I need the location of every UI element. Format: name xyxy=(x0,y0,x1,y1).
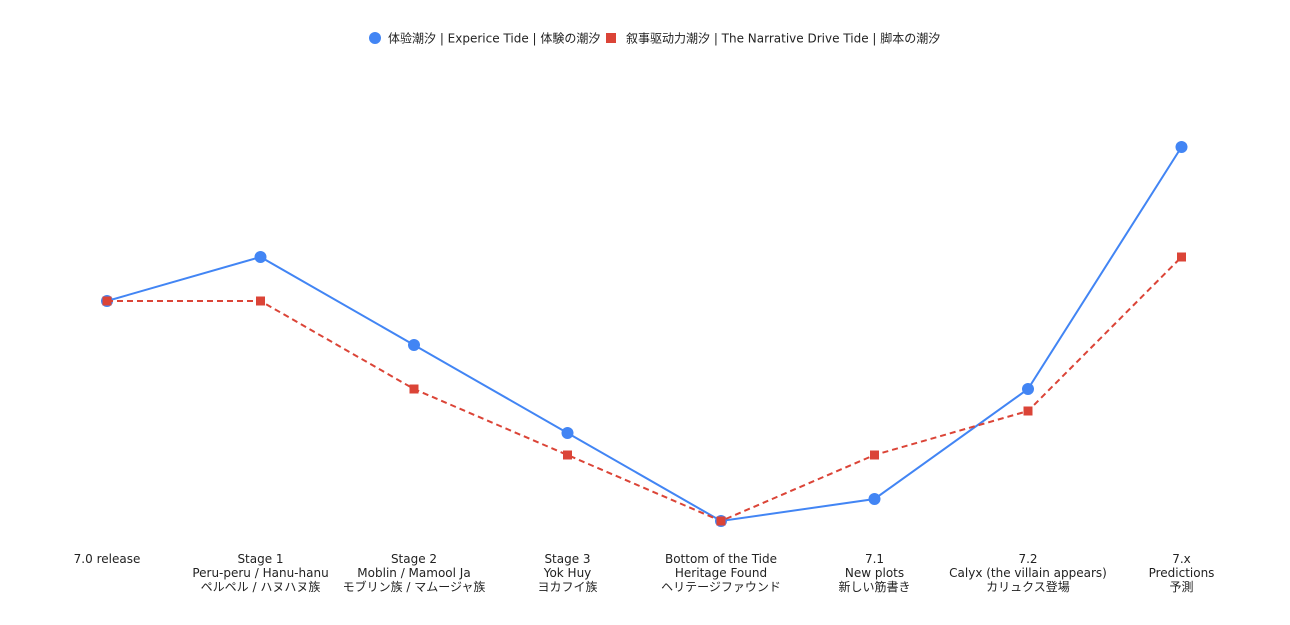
x-tick-label-8: 7.x Predictions 予測 xyxy=(1149,552,1215,594)
series-2-point-6[interactable] xyxy=(870,450,879,460)
x-axis: 7.0 release Stage 1 Peru-peru / Hanu-hanu ペ… xyxy=(74,552,1215,594)
series-1-point-7[interactable] xyxy=(1022,383,1034,395)
x-tick-label-3: Stage 2 Moblin / Mamool Ja モブリン族 / マムージャ族 xyxy=(343,552,486,594)
series-1-point-2[interactable] xyxy=(254,251,267,263)
x-tick-label-1: 7.0 release xyxy=(74,552,141,566)
series-2-point-8[interactable] xyxy=(1177,252,1186,262)
legend: 体验潮汐 | Experice Tide | 体験の潮汐 叙事驱动力潮汐 | T… xyxy=(369,31,940,46)
series-2-point-4[interactable] xyxy=(563,450,572,460)
legend-label-narrative-tide: 叙事驱动力潮汐 | The Narrative Drive Tide | 脚本の… xyxy=(626,31,940,46)
series-2-point-3[interactable] xyxy=(409,384,419,394)
legend-label-experience-tide: 体验潮汐 | Experice Tide | 体験の潮汐 xyxy=(388,31,600,46)
series-1-point-8[interactable] xyxy=(1175,141,1188,153)
series-2-point-1[interactable] xyxy=(102,296,112,306)
series-1-point-4[interactable] xyxy=(561,427,574,439)
series-line-2 xyxy=(107,256,1183,523)
series-1-point-3[interactable] xyxy=(408,339,420,351)
legend-marker-narrative-tide xyxy=(606,33,616,43)
plot-area xyxy=(101,141,1188,527)
x-tick-label-5: Bottom of the Tide Heritage Found ヘリテージファウ… xyxy=(661,552,781,594)
series-2-point-7[interactable] xyxy=(1023,406,1033,416)
x-tick-label-4: Stage 3 Yok Huy ヨカフイ族 xyxy=(537,552,597,594)
legend-marker-experience-tide xyxy=(369,32,381,44)
series-2-point-5[interactable] xyxy=(716,516,726,526)
x-tick-label-2: Stage 1 Peru-peru / Hanu-hanu ペルペル / ハヌハヌ族 xyxy=(192,552,328,594)
x-tick-label-7: 7.2 Calyx (the villain appears)カリュクス登場 xyxy=(949,552,1107,594)
x-tick-label-6: 7.1 New plots 新しい筋書き xyxy=(838,552,910,594)
series-2-point-2[interactable] xyxy=(256,296,265,306)
series-1-point-6[interactable] xyxy=(868,493,881,505)
series-line-1 xyxy=(106,146,1183,523)
